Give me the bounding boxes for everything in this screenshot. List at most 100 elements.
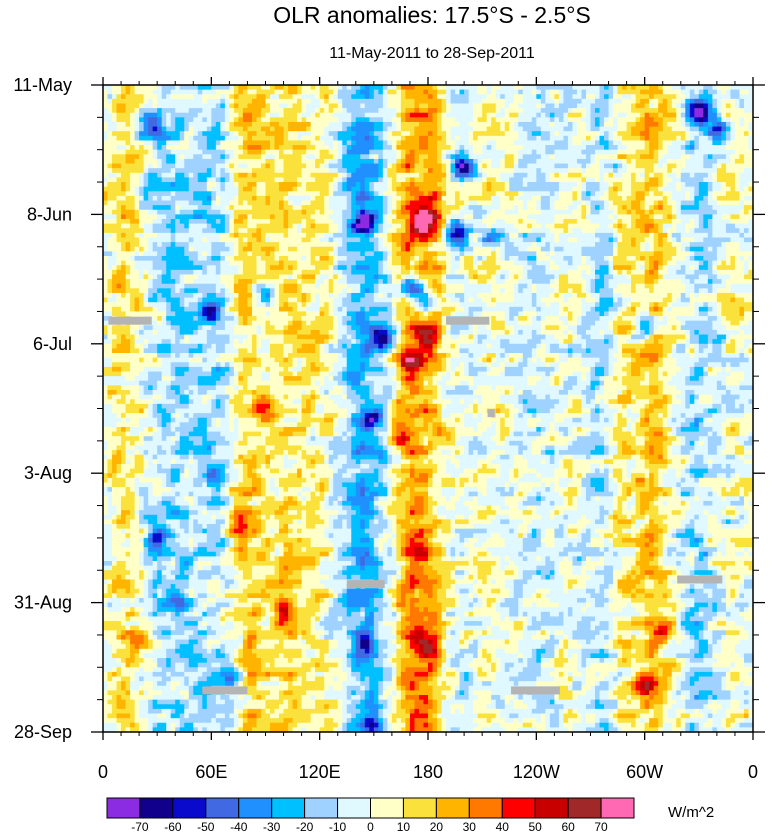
heatmap-cell	[251, 121, 258, 128]
heatmap-cell	[324, 172, 330, 179]
heatmap-cell	[604, 117, 610, 123]
heatmap-cell	[301, 98, 307, 105]
heatmap-cell	[373, 214, 379, 220]
heatmap-cell	[387, 168, 393, 174]
heatmap-cell	[608, 214, 614, 220]
heatmap-cell	[477, 94, 483, 100]
heatmap-cell	[671, 112, 677, 118]
heatmap-cell	[193, 145, 199, 151]
heatmap-cell	[730, 94, 736, 100]
heatmap-cell	[585, 140, 592, 146]
heatmap-cell	[441, 121, 447, 128]
heatmap-cell	[251, 135, 258, 142]
heatmap-cell	[373, 103, 379, 109]
heatmap-cell	[653, 145, 659, 151]
heatmap-cell	[500, 163, 506, 169]
heatmap-cell	[653, 121, 659, 128]
heatmap-cell	[662, 177, 668, 183]
heatmap-cell	[500, 242, 506, 248]
heatmap-cell	[116, 191, 122, 197]
heatmap-cell	[477, 85, 483, 91]
heatmap-cell	[446, 237, 452, 243]
heatmap-cell	[360, 112, 366, 118]
heatmap-cell	[617, 112, 623, 118]
heatmap-cell	[450, 108, 456, 114]
heatmap-cell	[590, 154, 596, 160]
heatmap-cell	[694, 200, 700, 206]
heatmap-cell	[504, 121, 510, 128]
heatmap-cell	[504, 223, 510, 229]
heatmap-cell	[355, 163, 361, 169]
heatmap-cell	[459, 154, 465, 160]
heatmap-cell	[206, 158, 212, 165]
heatmap-cell	[292, 149, 298, 155]
heatmap-cell	[346, 149, 352, 155]
heatmap-cell	[640, 223, 646, 229]
heatmap-cell	[725, 108, 732, 114]
heatmap-cell	[116, 108, 122, 114]
heatmap-cell	[224, 98, 230, 105]
heatmap-cell	[116, 195, 122, 202]
heatmap-cell	[626, 223, 632, 229]
heatmap-cell	[387, 149, 393, 155]
heatmap-cell	[315, 177, 321, 183]
heatmap-cell	[292, 237, 298, 243]
heatmap-cell	[504, 112, 510, 118]
heatmap-cell	[247, 232, 253, 239]
heatmap-cell	[391, 117, 397, 123]
heatmap-cell	[527, 237, 533, 243]
heatmap-cell	[590, 89, 596, 95]
heatmap-cell	[500, 177, 506, 183]
heatmap-cell	[644, 237, 650, 243]
heatmap-cell	[197, 177, 203, 183]
heatmap-cell	[576, 214, 583, 220]
heatmap-cell	[450, 163, 456, 169]
heatmap-cell	[297, 200, 303, 206]
heatmap-cell	[116, 94, 122, 100]
heatmap-cell	[125, 85, 131, 91]
heatmap-cell	[576, 103, 583, 109]
heatmap-cell	[112, 214, 118, 220]
heatmap-cell	[640, 214, 646, 220]
heatmap-cell	[166, 158, 172, 165]
heatmap-cell	[414, 232, 420, 239]
heatmap-cell	[260, 112, 267, 118]
heatmap-cell	[166, 103, 172, 109]
heatmap-cell	[694, 168, 700, 174]
heatmap-cell	[161, 98, 167, 105]
heatmap-cell	[680, 172, 686, 179]
heatmap-cell	[576, 112, 583, 118]
heatmap-cell	[405, 242, 411, 248]
heatmap-cell	[522, 98, 528, 105]
heatmap-cell	[292, 228, 298, 234]
heatmap-cell	[184, 112, 190, 118]
heatmap-cell	[500, 186, 506, 192]
heatmap-cell	[233, 85, 240, 91]
heatmap-cell	[166, 168, 172, 174]
heatmap-cell	[446, 163, 452, 169]
heatmap-cell	[161, 232, 167, 239]
heatmap-cell	[622, 131, 628, 137]
heatmap-cell	[432, 98, 438, 105]
heatmap-cell	[391, 237, 397, 243]
heatmap-cell	[495, 177, 501, 183]
heatmap-cell	[112, 131, 118, 137]
heatmap-cell	[260, 145, 267, 151]
heatmap-cell	[220, 186, 226, 192]
heatmap-cell	[152, 145, 158, 151]
heatmap-cell	[328, 140, 334, 146]
heatmap-cell	[613, 223, 619, 229]
heatmap-cell	[468, 172, 474, 179]
heatmap-cell	[143, 209, 149, 215]
heatmap-cell	[585, 205, 592, 211]
heatmap-cell	[405, 117, 411, 123]
heatmap-cell	[558, 135, 565, 142]
heatmap-cell	[554, 94, 560, 100]
heatmap-cell	[743, 126, 750, 132]
heatmap-cell	[170, 89, 176, 95]
heatmap-cell	[152, 177, 158, 183]
heatmap-cell	[604, 163, 610, 169]
heatmap-cell	[301, 145, 307, 151]
heatmap-cell	[360, 94, 366, 100]
heatmap-cell	[166, 117, 172, 123]
